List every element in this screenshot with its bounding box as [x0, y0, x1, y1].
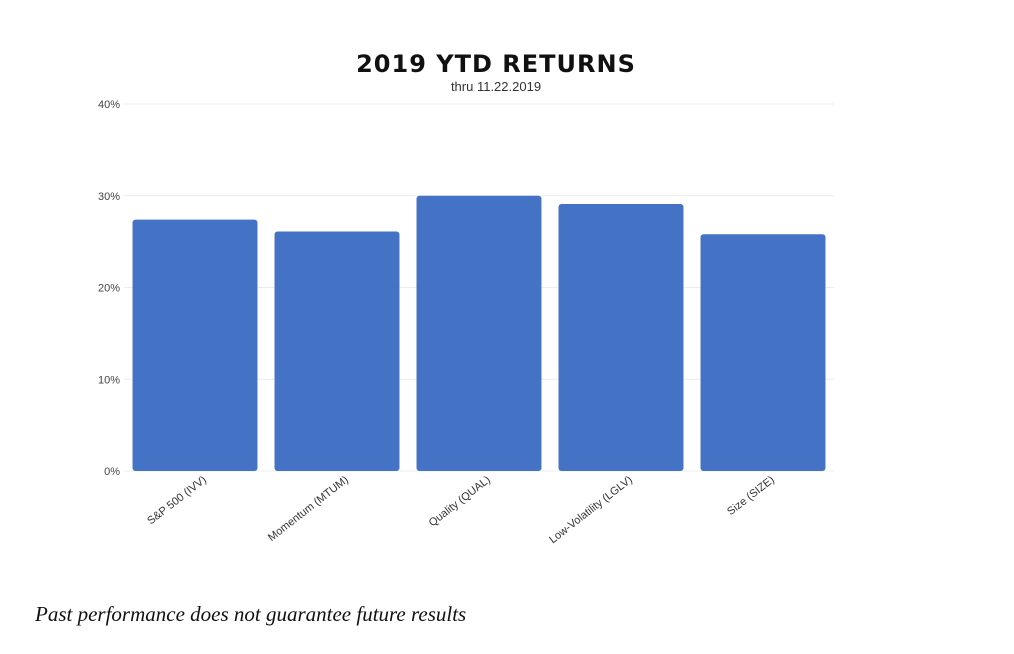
y-axis-ticks: 0% 10% 20% 30% 40%	[98, 99, 120, 478]
y-tick-label: 40%	[98, 99, 120, 111]
bar	[558, 204, 684, 471]
chart-subtitle: thru 11.22.2019	[451, 79, 541, 94]
x-category-label: Size (SIZE)	[725, 474, 777, 518]
bar	[700, 234, 826, 471]
y-tick-label: 30%	[98, 191, 120, 203]
x-category-label: S&P 500 (IVV)	[145, 474, 209, 527]
x-category-label: Quality (QUAL)	[427, 474, 493, 529]
y-tick-label: 20%	[98, 283, 120, 295]
bar	[132, 219, 258, 471]
bar-chart: 2019 YTD RETURNS thru 11.22.2019 0% 10% 20…	[98, 50, 834, 546]
x-category-label: Momentum (MTUM)	[266, 474, 351, 544]
y-tick-label: 10%	[98, 374, 120, 386]
disclaimer-text: Past performance does not guarantee futu…	[35, 602, 467, 626]
chart-title: 2019 YTD RETURNS	[356, 50, 636, 78]
y-tick-label: 0%	[104, 466, 120, 478]
x-category-label: Low-Volatility (LGLV)	[547, 474, 635, 546]
bars	[132, 195, 826, 471]
x-axis-labels: S&P 500 (IVV) Momentum (MTUM) Quality (QUA…	[145, 474, 777, 546]
bar	[416, 195, 542, 471]
bar	[274, 231, 400, 471]
